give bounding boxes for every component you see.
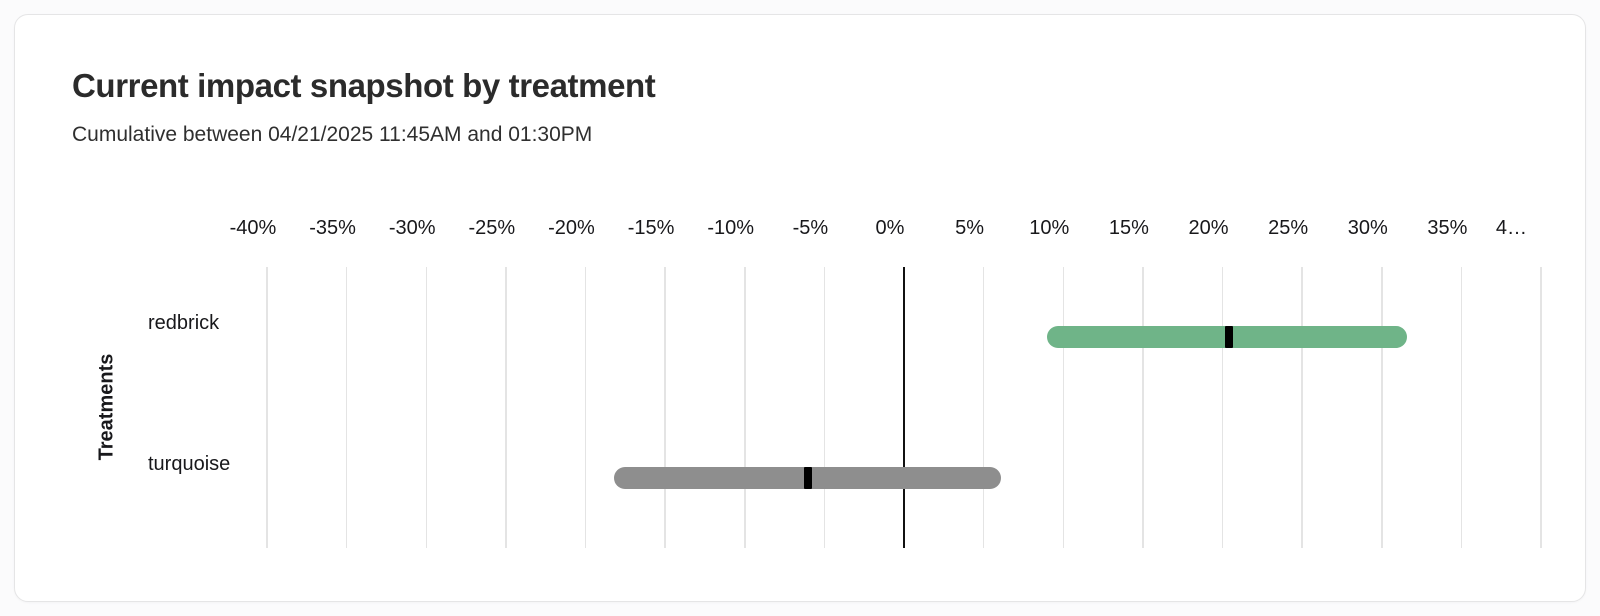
- x-tick-label: 10%: [1029, 217, 1070, 239]
- chart-title: Current impact snapshot by treatment: [72, 67, 656, 104]
- x-gridline: [664, 267, 666, 548]
- x-gridline: [1381, 267, 1383, 548]
- estimate-marker-redbrick: [1224, 326, 1233, 349]
- x-gridline: [1460, 267, 1463, 548]
- x-gridline: [1221, 267, 1224, 548]
- y-axis-title: Treatments: [95, 353, 118, 461]
- x-tick-label: 4…: [1495, 217, 1527, 239]
- x-tick-label: -25%: [468, 217, 516, 239]
- x-tick-label: -15%: [627, 217, 675, 239]
- zero-line: [903, 267, 905, 548]
- category-label-turquoise: turquoise: [148, 452, 231, 475]
- x-tick-label: 30%: [1347, 217, 1388, 239]
- x-tick-label: 15%: [1108, 217, 1149, 239]
- chart-subtitle: Cumulative between 04/21/2025 11:45AM an…: [72, 123, 593, 146]
- impact-snapshot-card: Current impact snapshot by treatment Cum…: [14, 14, 1586, 602]
- x-gridline: [1540, 267, 1542, 548]
- x-tick-label: 5%: [955, 217, 985, 239]
- x-gridline: [345, 267, 348, 548]
- category-label-redbrick: redbrick: [148, 312, 220, 335]
- x-gridline: [982, 267, 985, 548]
- x-gridline: [1301, 267, 1303, 548]
- x-tick-label: -30%: [388, 217, 436, 239]
- x-tick-label: 25%: [1268, 217, 1309, 239]
- x-gridline: [266, 267, 268, 548]
- estimate-marker-turquoise: [804, 466, 813, 489]
- x-gridline: [1062, 267, 1064, 548]
- x-gridline: [1142, 267, 1144, 548]
- x-tick-label: -10%: [707, 217, 755, 239]
- x-tick-label: 0%: [875, 217, 905, 239]
- x-tick-label: 35%: [1427, 217, 1468, 239]
- x-gridline: [823, 267, 826, 548]
- x-tick-label: -40%: [229, 217, 277, 239]
- x-tick-label: -20%: [548, 217, 595, 239]
- x-gridline: [584, 267, 587, 548]
- x-tick-label: -5%: [792, 217, 829, 239]
- x-tick-label: 20%: [1188, 217, 1229, 239]
- plot-area: [266, 267, 1542, 548]
- x-gridline: [505, 267, 507, 548]
- x-tick-label: -35%: [309, 217, 356, 239]
- x-gridline: [425, 267, 427, 548]
- x-gridline: [744, 267, 746, 548]
